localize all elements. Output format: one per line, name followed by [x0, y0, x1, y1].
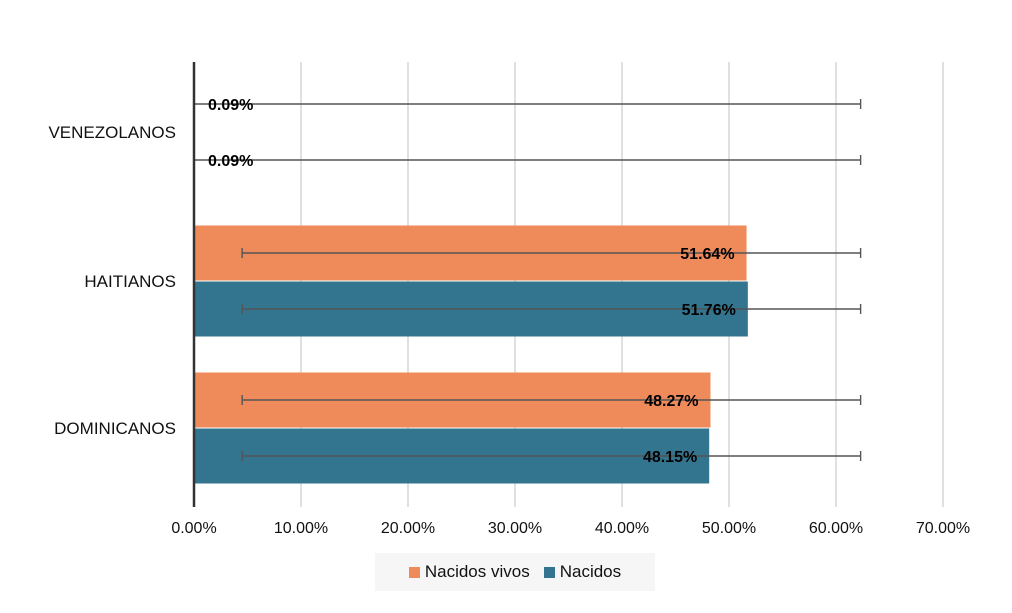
category-label: DOMINICANOS [54, 419, 176, 438]
x-tick-label: 0.00% [171, 520, 216, 537]
data-label: 0.09% [208, 97, 253, 114]
data-label: 51.76% [682, 302, 736, 319]
legend-item-nacidos-vivos: Nacidos vivos [408, 562, 530, 582]
legend-swatch-nacidos [543, 566, 555, 578]
category-label: VENEZOLANOS [48, 123, 176, 142]
x-tick-label: 10.00% [274, 520, 328, 537]
data-label: 48.15% [643, 449, 697, 466]
legend-label-nacidos: Nacidos [559, 562, 622, 581]
data-label: 0.09% [208, 153, 253, 170]
legend: Nacidos vivos Nacidos [375, 553, 655, 591]
x-tick-label: 50.00% [702, 520, 756, 537]
x-tick-label: 30.00% [488, 520, 542, 537]
category-label: HAITIANOS [84, 272, 176, 291]
legend-item-nacidos: Nacidos [543, 562, 622, 582]
bar-chart: 0.00% 10.00% 20.00% 30.00% 40.00% 50.00% 60.00… [48, 62, 970, 537]
x-tick-label: 40.00% [595, 520, 649, 537]
x-tick-label: 60.00% [809, 520, 863, 537]
x-tick-label: 20.00% [381, 520, 435, 537]
data-label: 51.64% [680, 246, 734, 263]
legend-label-nacidos-vivos: Nacidos vivos [424, 562, 530, 581]
data-label: 48.27% [644, 393, 698, 410]
x-tick-label: 70.00% [916, 520, 970, 537]
legend-swatch-nacidos-vivos [408, 566, 420, 578]
